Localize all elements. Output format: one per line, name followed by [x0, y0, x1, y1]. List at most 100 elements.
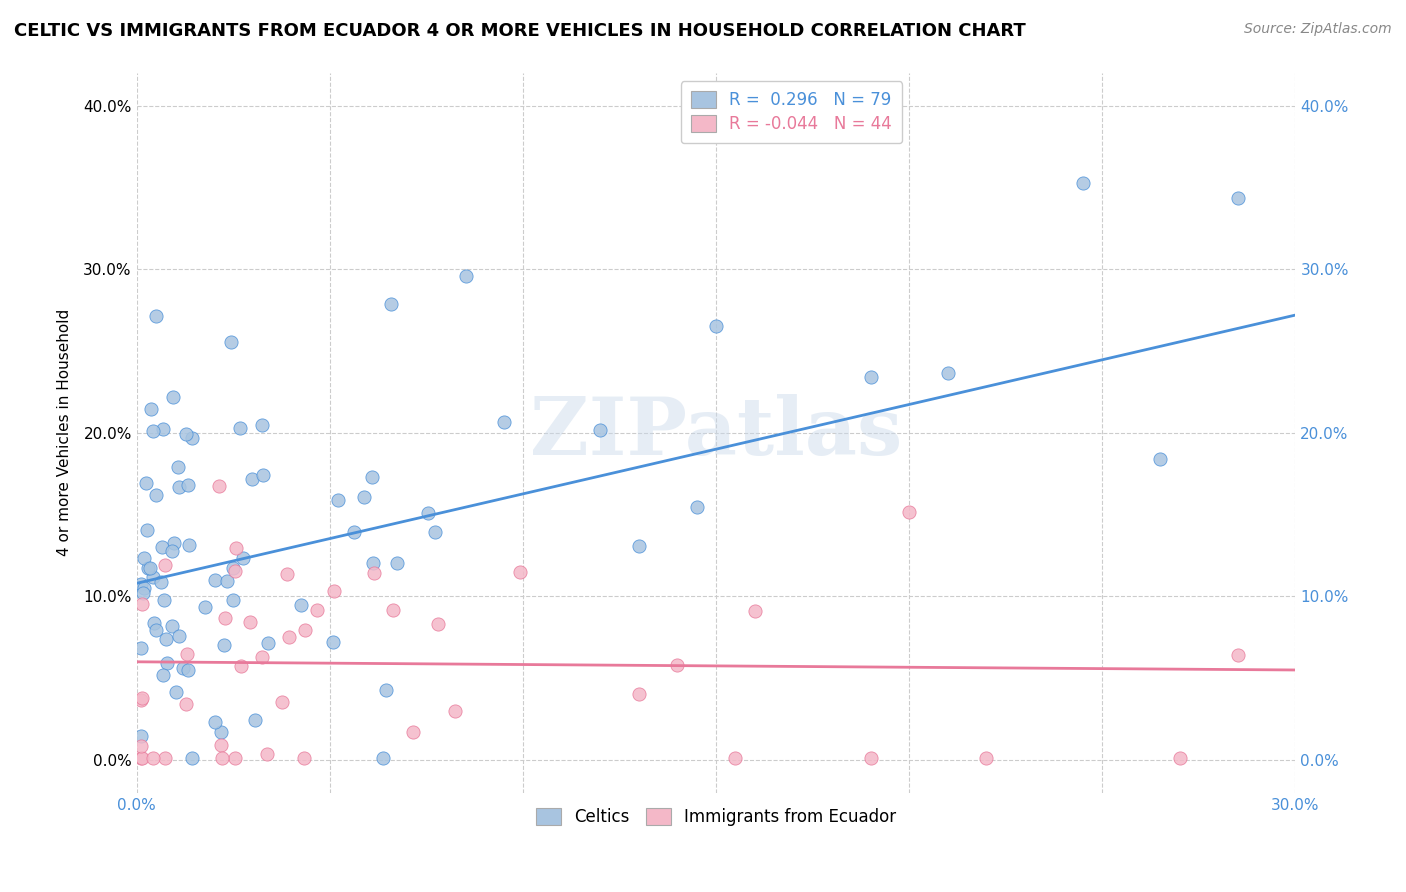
Point [361, 556, 384, 570]
Point [145, 309, 167, 323]
Point [239, 615, 262, 629]
Point [252, 467, 274, 482]
Point [627, 539, 650, 553]
Point [166, 459, 188, 474]
Point [155, 632, 177, 646]
Point [290, 599, 312, 613]
Point [704, 319, 727, 334]
Point [131, 597, 153, 611]
Point [426, 616, 449, 631]
Point [222, 561, 245, 575]
Point [194, 600, 217, 615]
Point [936, 366, 959, 380]
Point [240, 472, 263, 486]
Point [131, 739, 153, 753]
Point [292, 751, 315, 765]
Point [208, 479, 231, 493]
Point [229, 420, 252, 434]
Point [129, 692, 152, 706]
Point [139, 560, 162, 574]
Point [224, 751, 246, 765]
Point [360, 469, 382, 483]
Point [219, 334, 242, 349]
Text: ZIPatlas: ZIPatlas [530, 393, 903, 472]
Point [132, 581, 155, 595]
Point [250, 649, 273, 664]
Point [686, 500, 709, 514]
Point [152, 668, 174, 682]
Point [976, 751, 998, 765]
Point [627, 687, 650, 701]
Point [176, 648, 198, 662]
Point [176, 426, 198, 441]
Point [232, 550, 254, 565]
Point [859, 751, 882, 765]
Point [129, 640, 152, 655]
Point [1226, 648, 1249, 662]
Point [589, 423, 612, 437]
Point [177, 477, 200, 491]
Point [167, 629, 190, 643]
Point [374, 682, 396, 697]
Point [418, 506, 440, 520]
Point [444, 704, 467, 718]
Point [423, 524, 446, 539]
Point [162, 390, 184, 404]
Point [222, 593, 245, 607]
Point [142, 425, 165, 439]
Point [153, 558, 176, 572]
Point [181, 431, 204, 445]
Point [214, 610, 236, 624]
Point [256, 747, 278, 762]
Point [1168, 751, 1191, 765]
Point [243, 714, 266, 728]
Point [160, 619, 183, 633]
Point [153, 751, 176, 765]
Point [724, 751, 747, 765]
Text: Source: ZipAtlas.com: Source: ZipAtlas.com [1244, 22, 1392, 37]
Point [165, 685, 187, 699]
Point [177, 663, 200, 677]
Point [156, 656, 179, 670]
Point [204, 714, 226, 729]
Point [136, 561, 159, 575]
Point [250, 417, 273, 432]
Point [174, 697, 197, 711]
Point [145, 488, 167, 502]
Point [150, 574, 173, 589]
Point [363, 566, 385, 581]
Point [150, 540, 173, 554]
Point [129, 729, 152, 743]
Point [509, 565, 531, 579]
Point [744, 604, 766, 618]
Point [323, 583, 346, 598]
Point [225, 541, 247, 556]
Point [152, 421, 174, 435]
Point [456, 269, 478, 284]
Point [666, 657, 689, 672]
Point [167, 480, 190, 494]
Text: CELTIC VS IMMIGRANTS FROM ECUADOR 4 OR MORE VEHICLES IN HOUSEHOLD CORRELATION CH: CELTIC VS IMMIGRANTS FROM ECUADOR 4 OR M… [14, 22, 1026, 40]
Point [131, 751, 153, 765]
Point [859, 370, 882, 384]
Point [1071, 176, 1094, 190]
Point [353, 490, 375, 504]
Point [142, 570, 165, 584]
Point [134, 551, 156, 566]
Point [135, 476, 157, 491]
Point [492, 416, 515, 430]
Point [385, 556, 408, 570]
Y-axis label: 4 or more Vehicles in Household: 4 or more Vehicles in Household [58, 310, 72, 557]
Point [131, 691, 153, 706]
Point [143, 615, 166, 630]
Point [231, 659, 253, 673]
Point [214, 638, 236, 652]
Point [215, 574, 238, 589]
Point [898, 505, 921, 519]
Point [209, 724, 232, 739]
Point [181, 751, 204, 765]
Point [257, 636, 280, 650]
Point [277, 630, 299, 644]
Point [382, 603, 405, 617]
Point [322, 634, 344, 648]
